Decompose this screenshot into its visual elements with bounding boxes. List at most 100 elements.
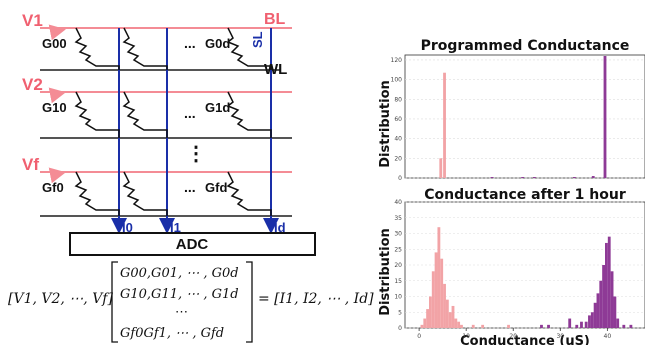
cell xyxy=(74,91,120,138)
y-tick-label: 60 xyxy=(394,116,402,123)
crossbar-array: V1 V2 Vf BL SL WL G00 G0d G10 G1d Gf0 Gf… xyxy=(22,11,316,256)
y-axis-label: Distribution xyxy=(378,228,393,315)
histogram-bar xyxy=(613,296,617,328)
y-axis-label: Distribution xyxy=(378,80,393,167)
cell xyxy=(122,91,168,138)
y-tick-label: 15 xyxy=(394,278,402,285)
matrix-row: G10,G11, ⋯ , G1d xyxy=(120,287,239,302)
conductance-label: Gfd xyxy=(205,180,227,195)
x-tick-label: 20 xyxy=(509,333,517,340)
cell xyxy=(122,27,168,70)
histogram-bar xyxy=(454,318,458,328)
y-tick-label: 0 xyxy=(398,325,402,332)
histogram-bar xyxy=(573,177,576,178)
chart-programmed: Programmed Conductance Distribution 0 20 4… xyxy=(378,38,645,182)
histogram-bar xyxy=(471,324,475,328)
matrix-row: Gf0Gf1, ⋯ , Gfd xyxy=(120,326,224,341)
y-tick-label: 10 xyxy=(394,294,402,301)
histogram-bar xyxy=(451,305,455,328)
histogram-bar xyxy=(591,176,595,178)
y-tick-label: 35 xyxy=(394,215,402,222)
histogram-bar xyxy=(584,321,588,328)
histogram-bar xyxy=(593,302,597,328)
cell xyxy=(226,27,272,70)
histogram-bar xyxy=(575,324,579,328)
current-label: Id xyxy=(274,220,286,235)
conductance-label: G0d xyxy=(205,36,230,51)
y-tick-label: 40 xyxy=(394,199,402,206)
histogram-bar xyxy=(588,315,591,328)
voltage-arrow-0 xyxy=(48,24,66,41)
y-tick-label: 40 xyxy=(394,136,402,143)
ellipsis-horizontal: ... xyxy=(184,105,196,121)
histogram-bar xyxy=(420,324,424,328)
histogram-bar xyxy=(568,318,572,328)
y-tick-label: 30 xyxy=(394,231,402,238)
histogram-bar xyxy=(596,293,600,328)
matrix-bracket-right xyxy=(246,261,253,343)
histogram-bar xyxy=(547,324,550,328)
cell xyxy=(226,91,272,138)
histogram-bar xyxy=(599,280,603,328)
y-tick-label: 0 xyxy=(398,175,402,182)
equation-lhs: [V1, V2, ⋯, Vf] xyxy=(8,291,113,307)
x-tick-label: 0 xyxy=(417,333,421,340)
histogram-bar xyxy=(434,252,438,328)
plot-area: 0 5 10 15 20 25 30 35 40 0 10 20 30 40 xyxy=(394,199,645,340)
y-tick-label: 100 xyxy=(391,77,403,84)
histogram-bar xyxy=(460,324,463,328)
histogram-bar xyxy=(533,177,536,178)
chart-title: Programmed Conductance xyxy=(421,38,630,54)
current-label: I1 xyxy=(170,220,181,235)
y-tick-label: 5 xyxy=(398,309,402,316)
histogram-bar xyxy=(481,324,485,328)
cell xyxy=(122,171,168,216)
chart-after-hour: Conductance after 1 hour Distribution Co… xyxy=(378,187,645,345)
ellipsis-vertical: ⋮ xyxy=(186,143,206,165)
histogram-bar xyxy=(439,158,443,178)
conductance-label: G00 xyxy=(42,36,67,51)
y-tick-label: 20 xyxy=(394,262,402,269)
wordline-label: WL xyxy=(264,61,287,78)
x-tick-label: 30 xyxy=(556,333,564,340)
ellipsis-horizontal: ... xyxy=(184,35,196,51)
voltage-label: V2 xyxy=(22,75,43,94)
x-axis-label: Conductance (uS) xyxy=(460,334,590,345)
cell xyxy=(226,171,272,216)
voltage-label: V1 xyxy=(22,11,43,30)
histogram-bar xyxy=(443,283,446,328)
histogram-bar xyxy=(521,177,525,178)
matrix-equation: [V1, V2, ⋯, Vf] G00,G01, ⋯ , G0d G10,G11… xyxy=(8,261,374,343)
histogram-bar xyxy=(610,271,614,328)
histogram-bar xyxy=(423,318,427,328)
histogram-bar xyxy=(437,227,441,328)
adc-label: ADC xyxy=(176,236,209,253)
y-tick-label: 80 xyxy=(394,96,402,103)
x-tick-label: 40 xyxy=(604,333,612,340)
histogram-bar xyxy=(426,309,429,328)
cell xyxy=(74,171,120,216)
equation-rhs: = [I1, I2, ⋯ , Id] xyxy=(258,291,374,307)
voltage-label: Vf xyxy=(22,155,39,174)
sourceline-label: SL xyxy=(250,31,265,48)
chart-title: Conductance after 1 hour xyxy=(424,187,626,203)
conductance-label: Gf0 xyxy=(42,180,64,195)
histogram-bar xyxy=(431,271,435,328)
histogram-bar xyxy=(616,318,620,328)
histogram-bar xyxy=(590,312,594,328)
histogram-bar xyxy=(448,312,452,328)
y-tick-label: 120 xyxy=(391,57,403,64)
histogram-bar xyxy=(605,242,608,328)
matrix-row: G00,G01, ⋯ , G0d xyxy=(120,266,239,281)
x-tick-label: 10 xyxy=(462,333,470,340)
histogram-bar xyxy=(457,321,461,328)
histogram-bar xyxy=(602,265,605,328)
y-tick-label: 25 xyxy=(394,246,402,253)
histogram-bar xyxy=(629,324,633,328)
histogram-bar xyxy=(490,177,494,178)
histogram-bar xyxy=(507,324,510,328)
histogram-bar xyxy=(580,321,583,328)
matrix-bracket-left xyxy=(111,261,118,343)
cell xyxy=(74,27,120,70)
